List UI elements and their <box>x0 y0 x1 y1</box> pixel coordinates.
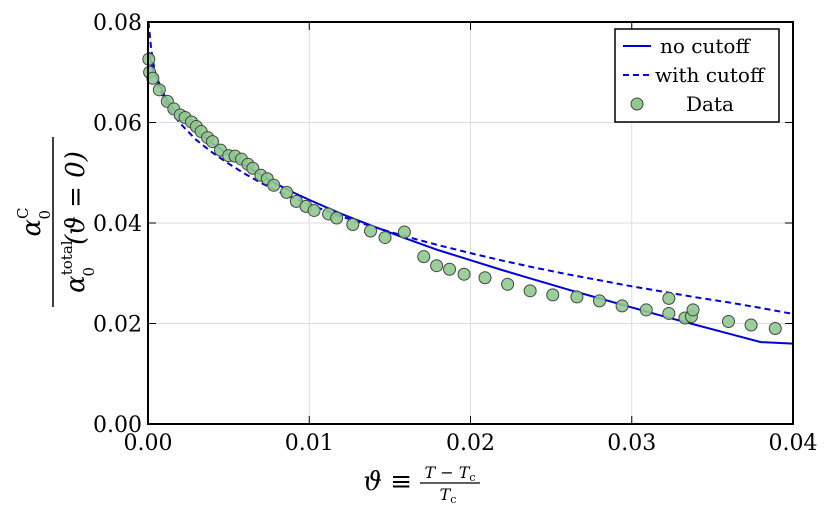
data-point <box>152 83 166 97</box>
data-point <box>501 277 515 291</box>
data-point <box>443 262 457 276</box>
x-tick-label: 0.03 <box>607 431 656 456</box>
data-point <box>639 303 653 317</box>
data-point <box>593 294 606 308</box>
data-point <box>662 291 676 305</box>
x-axis-label-denominator: Tc <box>440 485 457 506</box>
data-point <box>722 314 735 328</box>
data-point <box>146 71 160 85</box>
data-point <box>206 135 219 149</box>
legend-label-no-cutoff: no cutoff <box>660 34 751 58</box>
data-point <box>364 224 378 238</box>
data-point <box>686 303 700 317</box>
y-tick-label: 0.06 <box>93 112 142 137</box>
y-tick-label: 0.02 <box>93 313 142 338</box>
y-axis-label-numerator: αC 0 <box>14 207 54 236</box>
data-point <box>662 306 676 320</box>
y-tick-label: 0.08 <box>93 11 142 36</box>
data-point <box>615 299 629 313</box>
legend: no cutoff with cutoff Data <box>614 28 780 123</box>
data-point <box>570 290 584 304</box>
data-point <box>346 218 360 232</box>
legend-item-data: Data <box>630 92 734 116</box>
x-tick-label: 0.02 <box>446 431 495 456</box>
data-point <box>267 178 281 192</box>
y-tick-label: 0.04 <box>93 212 142 237</box>
x-tick-label: 0.01 <box>285 431 334 456</box>
x-tick-label: 0.04 <box>769 431 818 456</box>
y-axis-label-denominator: αtotal 0(ϑ = 0) <box>58 151 98 293</box>
x-axis-label-main: ϑ ≡ <box>363 467 412 497</box>
data-point <box>546 288 560 302</box>
series-layer <box>142 21 794 345</box>
data-point <box>768 322 782 336</box>
y-axis-label: αC 0 αtotal 0(ϑ = 0) <box>14 137 98 307</box>
data-point <box>307 203 321 217</box>
data-point <box>397 225 411 239</box>
legend-item-with-cutoff: with cutoff <box>623 63 766 87</box>
data-point <box>417 250 431 264</box>
legend-label-with-cutoff: with cutoff <box>655 63 766 87</box>
x-tick-label: 0.00 <box>124 431 173 456</box>
x-axis-label-numerator: T − Tc <box>424 463 475 484</box>
ticks: 0.00 0.01 0.02 0.03 0.04 0.00 0.02 0.04 0.06 0.08 <box>93 11 817 456</box>
data-point <box>280 185 294 199</box>
legend-swatch-marker <box>630 97 644 111</box>
data-point <box>523 284 537 298</box>
data-point <box>457 267 471 281</box>
data-point <box>744 318 758 332</box>
x-axis-label: ϑ ≡ T − Tc Tc <box>363 463 480 506</box>
data-point <box>330 211 344 225</box>
legend-item-no-cutoff: no cutoff <box>623 34 751 58</box>
data-point <box>430 259 444 273</box>
y-tick-label: 0.00 <box>93 413 142 438</box>
data-point <box>478 271 492 285</box>
legend-label-data: Data <box>686 92 734 116</box>
data-point <box>378 231 392 245</box>
